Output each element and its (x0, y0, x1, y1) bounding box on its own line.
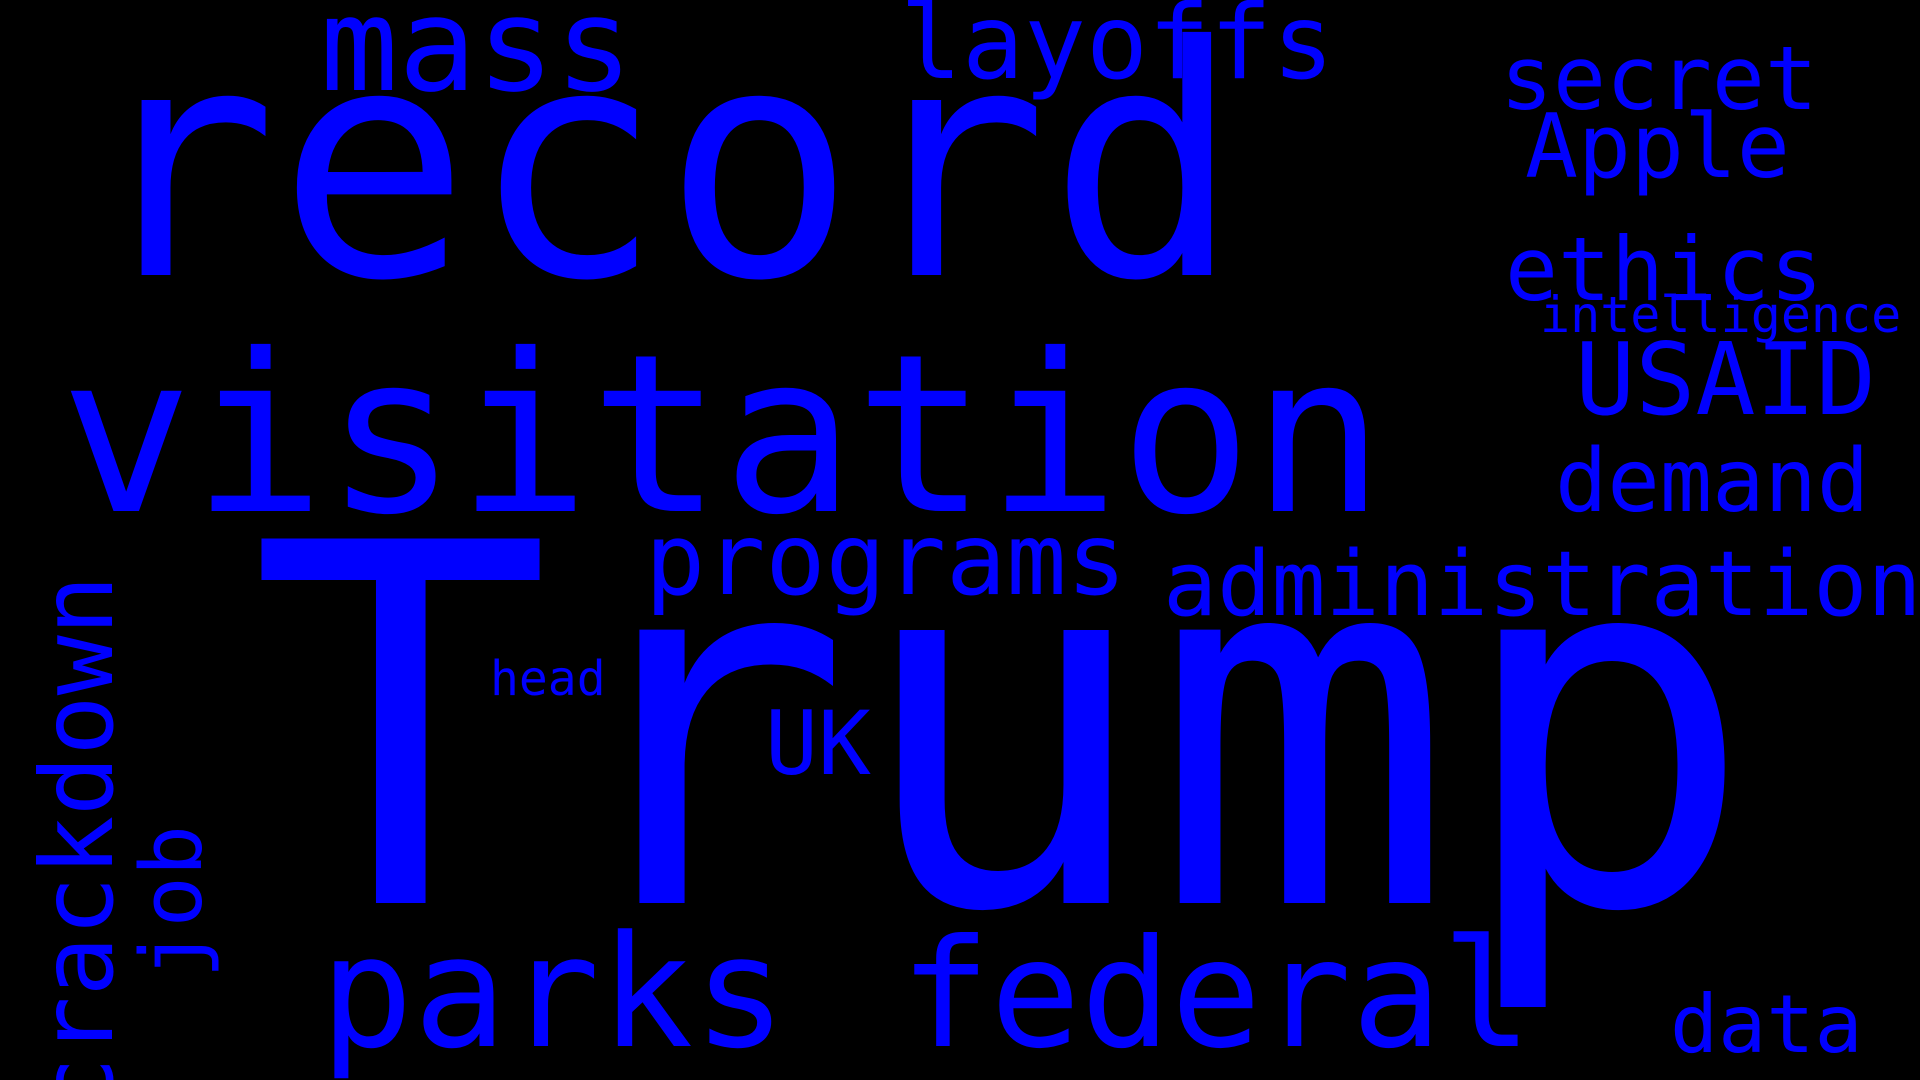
word-head: head (490, 651, 606, 707)
word-usaid: USAID (1575, 321, 1877, 438)
word-apple: Apple (1525, 95, 1790, 198)
word-federal: federal (900, 908, 1533, 1080)
word-ethics: ethics (1505, 218, 1823, 321)
word-layoffs: layoffs (900, 0, 1335, 103)
word-mass: mass (320, 0, 634, 121)
word-programs: programs (645, 501, 1127, 618)
word-demand: demand (1555, 430, 1870, 532)
word-crackdown: crackdown (19, 575, 136, 1080)
word-intelligence: intelligence (1540, 286, 1902, 344)
word-job: job (123, 825, 222, 979)
word-secret: secret (1500, 27, 1818, 130)
word-visitation: visitation (60, 307, 1385, 563)
word-uk: UK (765, 692, 871, 795)
word-record: record (85, 0, 1241, 351)
word-parks: parks (320, 902, 787, 1080)
word-trump: Trump (250, 439, 1756, 1021)
word-administration: administration (1163, 532, 1920, 637)
word-data: data (1670, 978, 1863, 1071)
